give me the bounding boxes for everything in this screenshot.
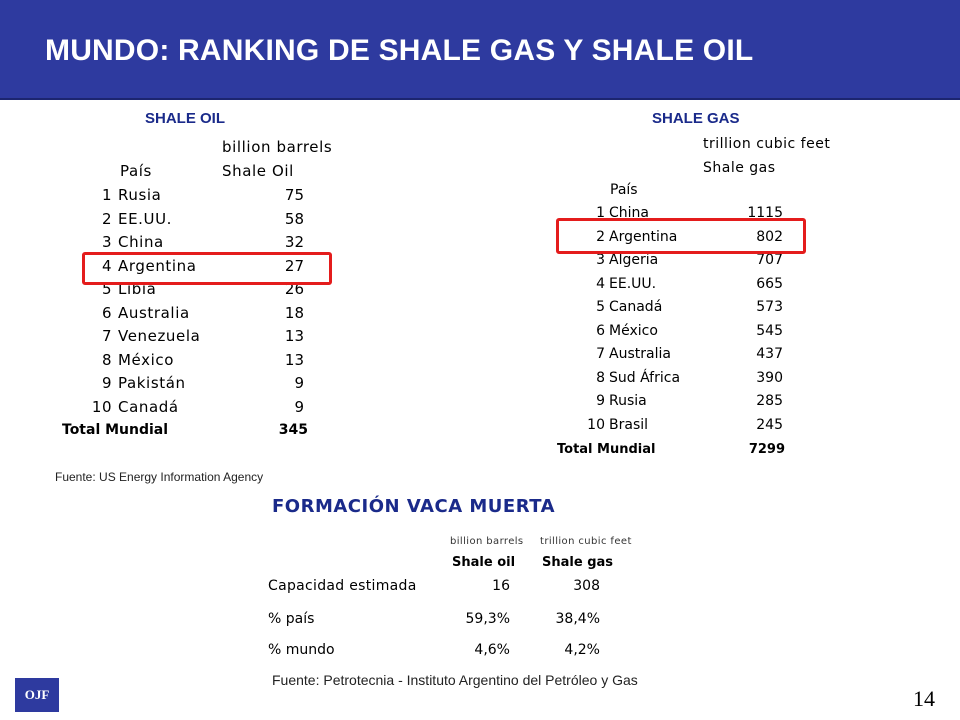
page-number: 14 [913,686,935,711]
shale-gas-value: 573 [756,299,783,315]
shale-gas-country: Canadá [609,299,663,315]
shale-oil-value: 9 [294,397,304,416]
shale-gas-value: 285 [756,393,783,409]
source-petrotecnia: Fuente: Petrotecnia - Instituto Argentin… [272,672,638,688]
shale-oil-value: 18 [284,303,304,322]
shale-oil-country: Argentina [118,256,197,275]
vaca-muerta-row-label: % mundo [268,642,335,658]
source-eia: Fuente: US Energy Information Agency [55,470,264,484]
shale-oil-value: 13 [284,327,304,345]
shale-gas-country: Argentina [609,228,678,245]
shale-oil-country: Pakistán [118,374,186,392]
shale-gas-rank: 10 [587,416,605,433]
shale-oil-unit-header: billion barrels [222,138,333,156]
shale-oil-country: Canadá [118,397,179,416]
shale-oil-value: 9 [294,374,304,392]
shale-gas-country: Rusia [609,393,647,409]
vaca-muerta-gas-value: 308 [573,578,600,594]
shale-gas-rank: 8 [596,369,605,386]
shale-oil-rank: 5 [101,280,112,298]
vaca-muerta-oil-value: 4,6% [474,642,510,658]
shale-oil-country: México [118,350,174,369]
vaca-muerta-oil-value: 16 [492,578,510,594]
shale-gas-value: 545 [756,322,783,339]
vaca-muerta-unit-gas: trillion cubic feet [540,536,632,547]
vaca-muerta-gas-value: 4,2% [564,642,600,658]
shale-gas-value: 1115 [747,205,783,221]
vaca-muerta-col-gas: Shale gas [542,555,614,570]
shale-oil-country: China [118,233,164,251]
shale-gas-country: EE.UU. [609,275,657,292]
vaca-muerta-row-label: Capacidad estimada [268,578,417,594]
shale-gas-col-value: Shale gas [703,160,776,176]
shale-oil-value: 32 [284,233,304,251]
vaca-muerta-row-label: % país [268,611,315,627]
shale-gas-value: 665 [756,275,783,292]
shale-gas-value: 437 [756,346,783,362]
shale-gas-section-title: SHALE GAS [652,110,740,127]
shale-gas-value: 707 [756,252,783,268]
shale-oil-country: Rusia [118,186,162,204]
vaca-muerta-unit-oil: billion barrels [450,536,524,547]
shale-oil-total-label: Total Mundial [62,422,169,438]
vaca-muerta-gas-value: 38,4% [555,611,600,627]
shale-oil-col-country: País [120,162,152,180]
shale-oil-country: EE.UU. [118,209,173,228]
shale-gas-country: China [609,205,649,221]
shale-oil-rank: 4 [101,256,112,275]
shale-oil-rank: 7 [101,327,112,345]
shale-oil-value: 75 [284,186,304,204]
shale-oil-col-value: Shale Oil [222,162,294,180]
vaca-muerta-col-oil: Shale oil [452,555,516,570]
shale-gas-rank: 2 [596,228,605,245]
shale-gas-total-value: 7299 [748,442,785,457]
shale-oil-value: 58 [284,209,304,228]
shale-gas-country: México [609,322,658,339]
shale-oil-rank: 2 [101,209,112,228]
shale-gas-value: 802 [756,228,783,245]
shale-gas-country: Australia [609,346,671,362]
shale-oil-rank: 8 [101,350,112,369]
slide-header: MUNDO: RANKING DE SHALE GAS Y SHALE OIL [0,0,960,100]
shale-oil-rank: 3 [101,233,112,251]
shale-gas-value: 245 [756,416,783,433]
shale-gas-col-country: País [610,182,638,198]
argentina-oil-highlight [82,252,332,285]
shale-oil-total-value: 345 [278,422,308,438]
shale-gas-total-label: Total Mundial [557,442,656,457]
argentina-gas-highlight [556,218,806,254]
ojf-logo: OJF [15,678,59,712]
shale-gas-rank: 6 [596,322,605,339]
shale-gas-rank: 3 [596,252,605,268]
shale-gas-country: Algeria [609,252,659,268]
shale-oil-value: 13 [284,350,304,369]
shale-oil-rank: 9 [101,374,112,392]
shale-oil-rank: 10 [91,397,112,416]
shale-gas-country: Sud África [609,369,681,386]
vaca-muerta-oil-value: 59,3% [465,611,510,627]
shale-oil-value: 27 [284,256,304,275]
shale-gas-rank: 4 [596,275,605,292]
shale-oil-country: Venezuela [118,327,201,345]
shale-gas-country: Brasil [609,416,649,433]
shale-gas-rank: 1 [596,205,605,221]
shale-oil-rank: 1 [101,186,112,204]
vaca-muerta-title: FORMACIÓN VACA MUERTA [272,496,556,517]
slide-title: MUNDO: RANKING DE SHALE GAS Y SHALE OIL [45,34,754,67]
shale-oil-rank: 6 [101,303,112,322]
shale-gas-value: 390 [756,369,783,386]
shale-gas-rank: 5 [596,299,605,315]
shale-gas-rank: 7 [596,346,605,362]
shale-oil-section-title: SHALE OIL [145,110,226,127]
shale-gas-rank: 9 [596,393,605,409]
shale-gas-unit-header: trillion cubic feet [703,136,831,152]
shale-oil-country: Australia [118,303,190,322]
